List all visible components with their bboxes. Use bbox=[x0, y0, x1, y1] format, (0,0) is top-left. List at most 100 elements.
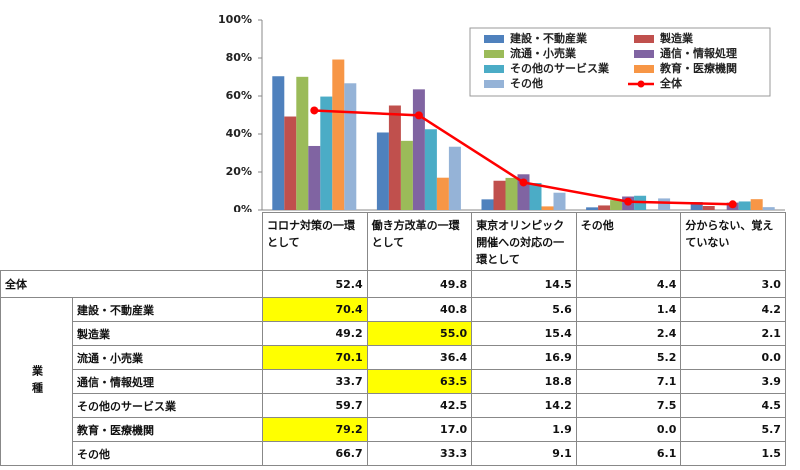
value-cell: 2.1 bbox=[680, 321, 786, 346]
bar bbox=[541, 206, 554, 210]
value-cell: 7.1 bbox=[575, 369, 682, 394]
legend-label: 製造業 bbox=[659, 31, 694, 45]
value-cell: 4.5 bbox=[680, 393, 786, 418]
value-cell: 55.0 bbox=[366, 321, 473, 346]
bar bbox=[750, 199, 763, 210]
value-cell: 70.1 bbox=[262, 345, 368, 370]
column-header: 分からない、覚えていない bbox=[680, 212, 786, 271]
group-label: 業種 bbox=[0, 297, 73, 466]
value-cell: 1.4 bbox=[575, 297, 682, 322]
line-marker bbox=[624, 197, 633, 206]
bar bbox=[344, 83, 357, 210]
data-row: その他 66.7 33.3 9.1 6.1 1.5 bbox=[1, 441, 786, 466]
y-tick-label: 40% bbox=[226, 127, 252, 140]
bar bbox=[332, 59, 345, 210]
bar bbox=[553, 192, 566, 210]
line-marker bbox=[519, 178, 528, 187]
bar bbox=[296, 76, 309, 210]
value-cell: 63.5 bbox=[366, 369, 473, 394]
value-cell: 49.2 bbox=[262, 321, 368, 346]
y-tick-label: 0% bbox=[233, 203, 252, 212]
value-cell: 9.1 bbox=[471, 441, 577, 466]
column-header: 東京オリンピック開催への対応の一環として bbox=[471, 212, 577, 271]
bar bbox=[762, 207, 775, 210]
value-cell: 42.5 bbox=[366, 393, 473, 418]
value-cell: 7.5 bbox=[575, 393, 682, 418]
bar bbox=[388, 105, 401, 210]
value-cell: 70.4 bbox=[262, 297, 368, 322]
legend-swatch bbox=[634, 65, 654, 73]
value-cell: 40.8 bbox=[366, 297, 473, 322]
legend-box bbox=[469, 27, 771, 97]
value-cell: 49.8 bbox=[366, 270, 473, 298]
legend-swatch bbox=[634, 50, 654, 58]
value-cell: 66.7 bbox=[262, 441, 368, 466]
value-cell: 16.9 bbox=[471, 345, 577, 370]
value-cell: 15.4 bbox=[471, 321, 577, 346]
value-cell: 3.0 bbox=[680, 270, 786, 298]
legend-label: その他のサービス業 bbox=[510, 61, 610, 75]
y-tick-label: 20% bbox=[226, 165, 252, 178]
value-cell: 14.5 bbox=[471, 270, 577, 298]
value-cell: 0.0 bbox=[575, 417, 682, 442]
value-cell: 5.6 bbox=[471, 297, 577, 322]
line-marker bbox=[728, 200, 737, 209]
bar bbox=[320, 96, 333, 210]
header-row: コロナ対策の一環として 働き方改革の一環として 東京オリンピック開催への対応の一環と… bbox=[1, 212, 786, 271]
data-row: 教育・医療機関 79.2 17.0 1.9 0.0 5.7 bbox=[1, 417, 786, 442]
bar bbox=[400, 140, 413, 210]
value-cell: 1.9 bbox=[471, 417, 577, 442]
data-row: 業種 建設・不動産業 70.4 40.8 5.6 1.4 4.2 bbox=[0, 297, 786, 466]
total-row: 全体 52.4 49.8 14.5 4.4 3.0 bbox=[0, 270, 786, 298]
value-cell: 6.1 bbox=[575, 441, 682, 466]
y-tick-label: 100% bbox=[218, 13, 252, 26]
value-cell: 3.9 bbox=[680, 369, 786, 394]
bar bbox=[690, 202, 703, 210]
bar bbox=[436, 177, 449, 210]
bar bbox=[702, 206, 715, 210]
value-cell: 4.2 bbox=[680, 297, 786, 322]
legend-label: 建設・不動産業 bbox=[510, 31, 588, 45]
value-cell: 79.2 bbox=[262, 417, 368, 442]
value-cell: 18.8 bbox=[471, 369, 577, 394]
column-header: コロナ対策の一環として bbox=[262, 212, 368, 271]
legend-label: 流通・小売業 bbox=[510, 46, 577, 60]
row-label: 製造業 bbox=[72, 321, 263, 346]
value-cell: 14.2 bbox=[471, 393, 577, 418]
legend-swatch bbox=[484, 35, 504, 43]
legend-label: 全体 bbox=[659, 76, 683, 90]
value-cell: 1.5 bbox=[680, 441, 786, 466]
value-cell: 5.2 bbox=[575, 345, 682, 370]
column-header: その他 bbox=[575, 212, 682, 271]
row-label: 建設・不動産業 bbox=[72, 297, 263, 322]
data-row: 流通・小売業 70.1 36.4 16.9 5.2 0.0 bbox=[1, 345, 786, 370]
value-cell: 17.0 bbox=[366, 417, 473, 442]
bar bbox=[493, 180, 506, 210]
bar bbox=[448, 146, 461, 210]
data-row: 通信・情報処理 33.7 63.5 18.8 7.1 3.9 bbox=[1, 369, 786, 394]
bar bbox=[284, 116, 297, 210]
legend-label: 教育・医療機関 bbox=[659, 61, 737, 75]
y-tick-label: 60% bbox=[226, 89, 252, 102]
bar bbox=[424, 129, 437, 210]
value-cell: 0.0 bbox=[680, 345, 786, 370]
bar bbox=[376, 132, 389, 210]
value-cell: 59.7 bbox=[262, 393, 368, 418]
legend-swatch bbox=[484, 65, 504, 73]
row-label: 全体 bbox=[0, 270, 263, 298]
data-table: コロナ対策の一環として 働き方改革の一環として 東京オリンピック開催への対応の一環と… bbox=[0, 212, 786, 466]
value-cell: 5.7 bbox=[680, 417, 786, 442]
bar bbox=[598, 205, 611, 210]
legend-swatch bbox=[634, 35, 654, 43]
line-marker bbox=[310, 106, 319, 115]
legend-swatch bbox=[637, 80, 645, 88]
blank-cell bbox=[1, 213, 263, 271]
bar bbox=[505, 177, 518, 210]
row-label: 流通・小売業 bbox=[72, 345, 263, 370]
bar bbox=[586, 207, 599, 210]
column-header: 働き方改革の一環として bbox=[366, 212, 473, 271]
row-label: その他のサービス業 bbox=[72, 393, 263, 418]
legend-swatch bbox=[484, 50, 504, 58]
row-label: 教育・医療機関 bbox=[72, 417, 263, 442]
